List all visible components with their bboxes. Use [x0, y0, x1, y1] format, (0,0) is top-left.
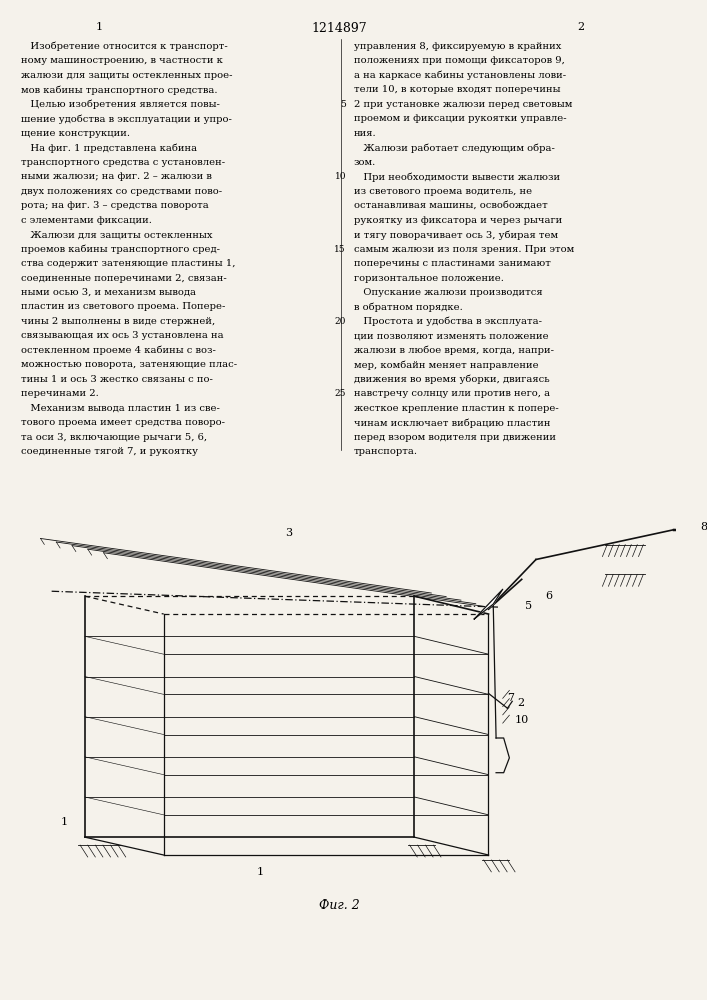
- Text: тины 1 и ось 3 жестко связаны с по-: тины 1 и ось 3 жестко связаны с по-: [21, 375, 213, 384]
- Text: При необходимости вывести жалюзи: При необходимости вывести жалюзи: [354, 172, 560, 182]
- Text: рота; на фиг. 3 – средства поворота: рота; на фиг. 3 – средства поворота: [21, 201, 209, 210]
- Text: чины 2 выполнены в виде стержней,: чины 2 выполнены в виде стержней,: [21, 317, 216, 326]
- Text: 2 при установке жалюзи перед световым: 2 при установке жалюзи перед световым: [354, 100, 572, 109]
- Text: шение удобства в эксплуатации и упро-: шение удобства в эксплуатации и упро-: [21, 114, 232, 124]
- Text: ния.: ния.: [354, 129, 376, 138]
- Text: перед взором водителя при движении: перед взором водителя при движении: [354, 433, 556, 442]
- Text: с элементами фиксации.: с элементами фиксации.: [21, 216, 152, 225]
- Text: 8: 8: [700, 522, 707, 532]
- Text: мер, комбайн меняет направление: мер, комбайн меняет направление: [354, 360, 538, 370]
- Text: останавливая машины, освобождает: останавливая машины, освобождает: [354, 201, 547, 210]
- Text: соединенные поперечинами 2, связан-: соединенные поперечинами 2, связан-: [21, 274, 227, 283]
- Text: 1214897: 1214897: [312, 22, 367, 35]
- Text: Изобретение относится к транспорт-: Изобретение относится к транспорт-: [21, 42, 228, 51]
- Text: соединенные тягой 7, и рукоятку: соединенные тягой 7, и рукоятку: [21, 447, 198, 456]
- Text: остекленном проеме 4 кабины с воз-: остекленном проеме 4 кабины с воз-: [21, 346, 216, 355]
- Text: транспорта.: транспорта.: [354, 447, 418, 456]
- Text: ции позволяют изменять положение: ции позволяют изменять положение: [354, 331, 548, 340]
- Text: 6: 6: [546, 591, 553, 601]
- Text: ному машиностроению, в частности к: ному машиностроению, в частности к: [21, 56, 223, 65]
- Text: Жалюзи работает следующим обра-: Жалюзи работает следующим обра-: [354, 143, 554, 153]
- Text: связывающая их ось 3 установлена на: связывающая их ось 3 установлена на: [21, 331, 224, 340]
- Text: можностью поворота, затеняющие плас-: можностью поворота, затеняющие плас-: [21, 360, 238, 369]
- Text: зом.: зом.: [354, 158, 376, 167]
- Text: 5: 5: [525, 601, 532, 611]
- Text: жесткое крепление пластин к попере-: жесткое крепление пластин к попере-: [354, 404, 559, 413]
- Text: жалюзи в любое время, когда, напри-: жалюзи в любое время, когда, напри-: [354, 346, 554, 355]
- Text: ства содержит затеняющие пластины 1,: ства содержит затеняющие пластины 1,: [21, 259, 235, 268]
- Text: щение конструкции.: щение конструкции.: [21, 129, 130, 138]
- Text: мов кабины транспортного средства.: мов кабины транспортного средства.: [21, 85, 218, 95]
- Text: Простота и удобства в эксплуата-: Простота и удобства в эксплуата-: [354, 317, 542, 326]
- Text: движения во время уборки, двигаясь: движения во время уборки, двигаясь: [354, 375, 549, 384]
- Text: жалюзи для защиты остекленных прое-: жалюзи для защиты остекленных прое-: [21, 71, 233, 80]
- Text: Целью изобретения является повы-: Целью изобретения является повы-: [21, 100, 220, 109]
- Text: из светового проема водитель, не: из светового проема водитель, не: [354, 187, 532, 196]
- Text: 3: 3: [286, 528, 293, 538]
- Circle shape: [684, 523, 697, 537]
- Text: проемом и фиксации рукоятки управле-: проемом и фиксации рукоятки управле-: [354, 114, 566, 123]
- Text: 1: 1: [60, 817, 68, 827]
- Text: проемов кабины транспортного сред-: проемов кабины транспортного сред-: [21, 245, 221, 254]
- Text: самым жалюзи из поля зрения. При этом: самым жалюзи из поля зрения. При этом: [354, 245, 574, 254]
- Text: чинам исключает вибрацию пластин: чинам исключает вибрацию пластин: [354, 418, 550, 428]
- Text: управления 8, фиксируемую в крайних: управления 8, фиксируемую в крайних: [354, 42, 561, 51]
- Text: 7: 7: [508, 693, 515, 703]
- Text: ными жалюзи; на фиг. 2 – жалюзи в: ными жалюзи; на фиг. 2 – жалюзи в: [21, 172, 212, 181]
- Text: та оси 3, включающие рычаги 5, 6,: та оси 3, включающие рычаги 5, 6,: [21, 433, 207, 442]
- Text: тели 10, в которые входят поперечины: тели 10, в которые входят поперечины: [354, 85, 560, 94]
- Text: и тягу поворачивает ось 3, убирая тем: и тягу поворачивает ось 3, убирая тем: [354, 230, 558, 240]
- Text: 2: 2: [577, 22, 584, 32]
- Text: 25: 25: [334, 389, 346, 398]
- Text: рукоятку из фиксатора и через рычаги: рукоятку из фиксатора и через рычаги: [354, 216, 562, 225]
- Text: Жалюзи для защиты остекленных: Жалюзи для защиты остекленных: [21, 230, 213, 239]
- Text: Механизм вывода пластин 1 из све-: Механизм вывода пластин 1 из све-: [21, 404, 220, 413]
- Text: 10: 10: [515, 715, 530, 725]
- Text: 2: 2: [517, 698, 524, 708]
- Text: 1: 1: [257, 867, 264, 877]
- Polygon shape: [474, 589, 503, 619]
- Text: тового проема имеет средства поворо-: тового проема имеет средства поворо-: [21, 418, 226, 427]
- Text: 1: 1: [95, 22, 103, 32]
- Text: навстречу солнцу или против него, а: навстречу солнцу или против него, а: [354, 389, 550, 398]
- Text: двух положениях со средствами пово-: двух положениях со средствами пово-: [21, 187, 223, 196]
- Text: транспортного средства с установлен-: транспортного средства с установлен-: [21, 158, 226, 167]
- Text: 20: 20: [334, 317, 346, 326]
- Text: перечинами 2.: перечинами 2.: [21, 389, 99, 398]
- Text: пластин из светового проема. Попере-: пластин из светового проема. Попере-: [21, 302, 226, 311]
- Text: Фиг. 2: Фиг. 2: [319, 899, 360, 912]
- Text: ными осью 3, и механизм вывода: ными осью 3, и механизм вывода: [21, 288, 197, 297]
- Text: а на каркасе кабины установлены лови-: а на каркасе кабины установлены лови-: [354, 71, 566, 80]
- Text: в обратном порядке.: в обратном порядке.: [354, 302, 462, 312]
- Text: поперечины с пластинами занимают: поперечины с пластинами занимают: [354, 259, 551, 268]
- Text: 10: 10: [334, 172, 346, 181]
- Text: 5: 5: [340, 100, 346, 109]
- Text: горизонтальное положение.: горизонтальное положение.: [354, 274, 503, 283]
- Text: 15: 15: [334, 245, 346, 254]
- Text: На фиг. 1 представлена кабина: На фиг. 1 представлена кабина: [21, 143, 197, 153]
- Text: Опускание жалюзи производится: Опускание жалюзи производится: [354, 288, 542, 297]
- Text: положениях при помощи фиксаторов 9,: положениях при помощи фиксаторов 9,: [354, 56, 564, 65]
